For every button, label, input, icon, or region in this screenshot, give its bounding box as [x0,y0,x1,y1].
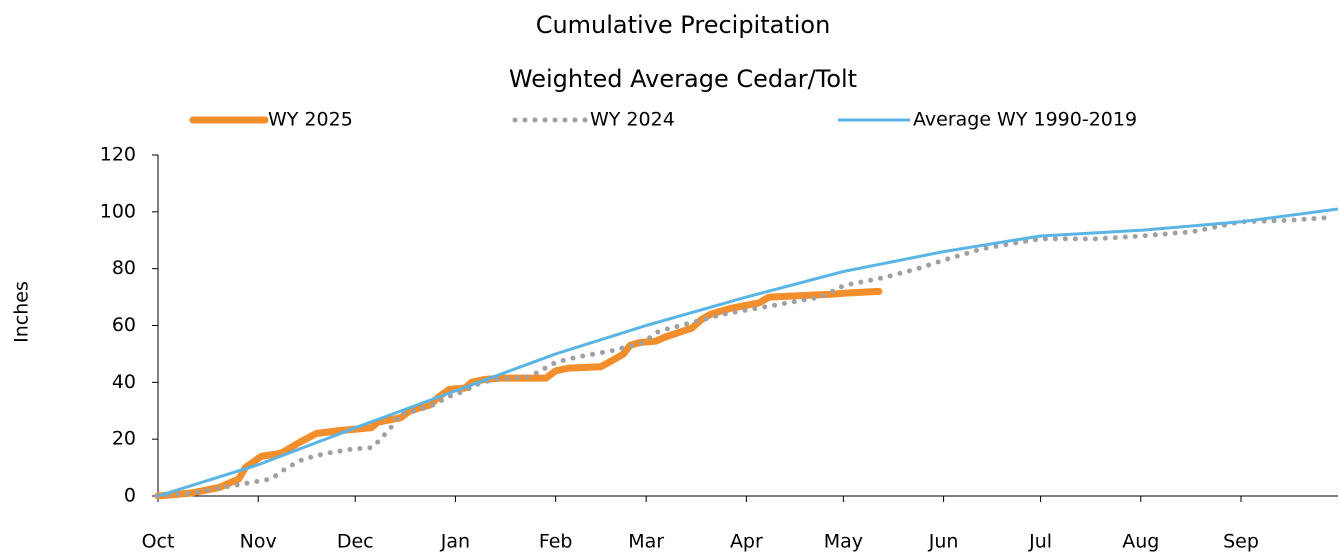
y-tick-label: 100 [100,200,136,222]
x-tick-label: Oct [142,531,175,553]
x-tick-label: Jan [440,531,470,553]
y-tick-label: 20 [112,428,136,450]
legend-label: Average WY 1990-2019 [913,109,1137,131]
x-tick-label: Aug [1122,531,1159,553]
x-tick-label: Mar [628,531,664,553]
x-tick-label: Feb [539,531,573,553]
x-tick-label: Nov [240,531,277,553]
legend-label: WY 2025 [268,109,353,131]
chart-subtitle: Weighted Average Cedar/Tolt [509,65,857,93]
series-line [154,287,883,500]
chart-title: Cumulative Precipitation [536,11,831,39]
y-tick-label: 80 [112,257,136,279]
y-tick-label: 0 [124,485,136,507]
x-tick-label: Apr [730,531,763,553]
legend-label: WY 2024 [590,109,675,131]
y-tick-label: 40 [112,371,136,393]
y-axis-label: Inches [11,281,33,343]
y-tick-label: 120 [100,144,136,166]
y-tick-label: 60 [112,314,136,336]
x-tick-label: Dec [337,531,374,553]
x-tick-label: Jun [928,531,959,553]
series-line [157,207,1339,498]
series-line [155,215,1331,499]
x-tick-label: Jul [1028,531,1052,553]
x-tick-label: May [824,531,863,553]
x-tick-label: Sep [1223,531,1259,553]
